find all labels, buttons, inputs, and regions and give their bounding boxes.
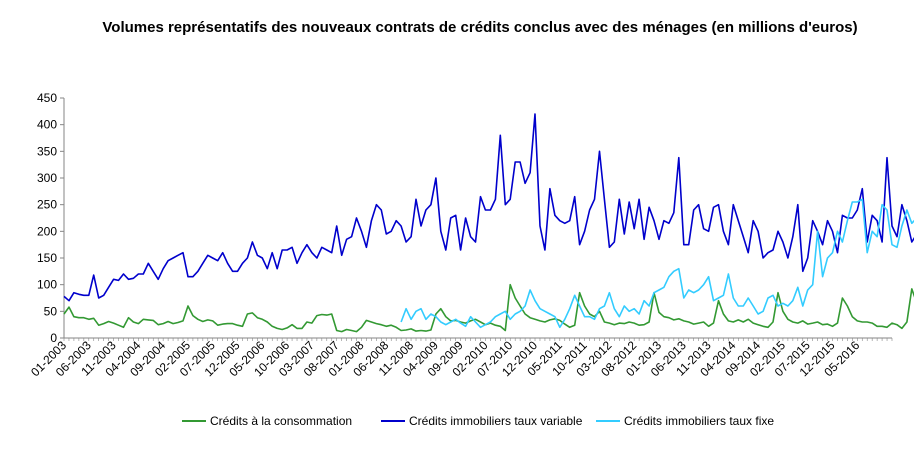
y-tick-label: 450 bbox=[37, 91, 57, 105]
y-tick-label: 350 bbox=[37, 144, 57, 158]
y-tick-label: 150 bbox=[37, 251, 57, 265]
y-tick-label: 400 bbox=[37, 118, 57, 132]
chart-title: Volumes représentatifs des nouveaux cont… bbox=[102, 19, 858, 36]
series-line-1 bbox=[63, 283, 914, 333]
y-tick-label: 100 bbox=[37, 278, 57, 292]
series-line-2 bbox=[63, 113, 914, 302]
legend-label-2: Crédits immobiliers taux variable bbox=[409, 414, 583, 428]
series-line-3 bbox=[400, 198, 914, 329]
y-tick-label: 50 bbox=[44, 304, 58, 318]
legend-label-1: Crédits à la consommation bbox=[210, 414, 352, 428]
y-tick-label: 300 bbox=[37, 171, 57, 185]
y-tick-label: 200 bbox=[37, 224, 57, 238]
y-tick-label: 0 bbox=[50, 331, 57, 345]
y-tick-label: 250 bbox=[37, 198, 57, 212]
legend-label-3: Crédits immobiliers taux fixe bbox=[624, 414, 774, 428]
